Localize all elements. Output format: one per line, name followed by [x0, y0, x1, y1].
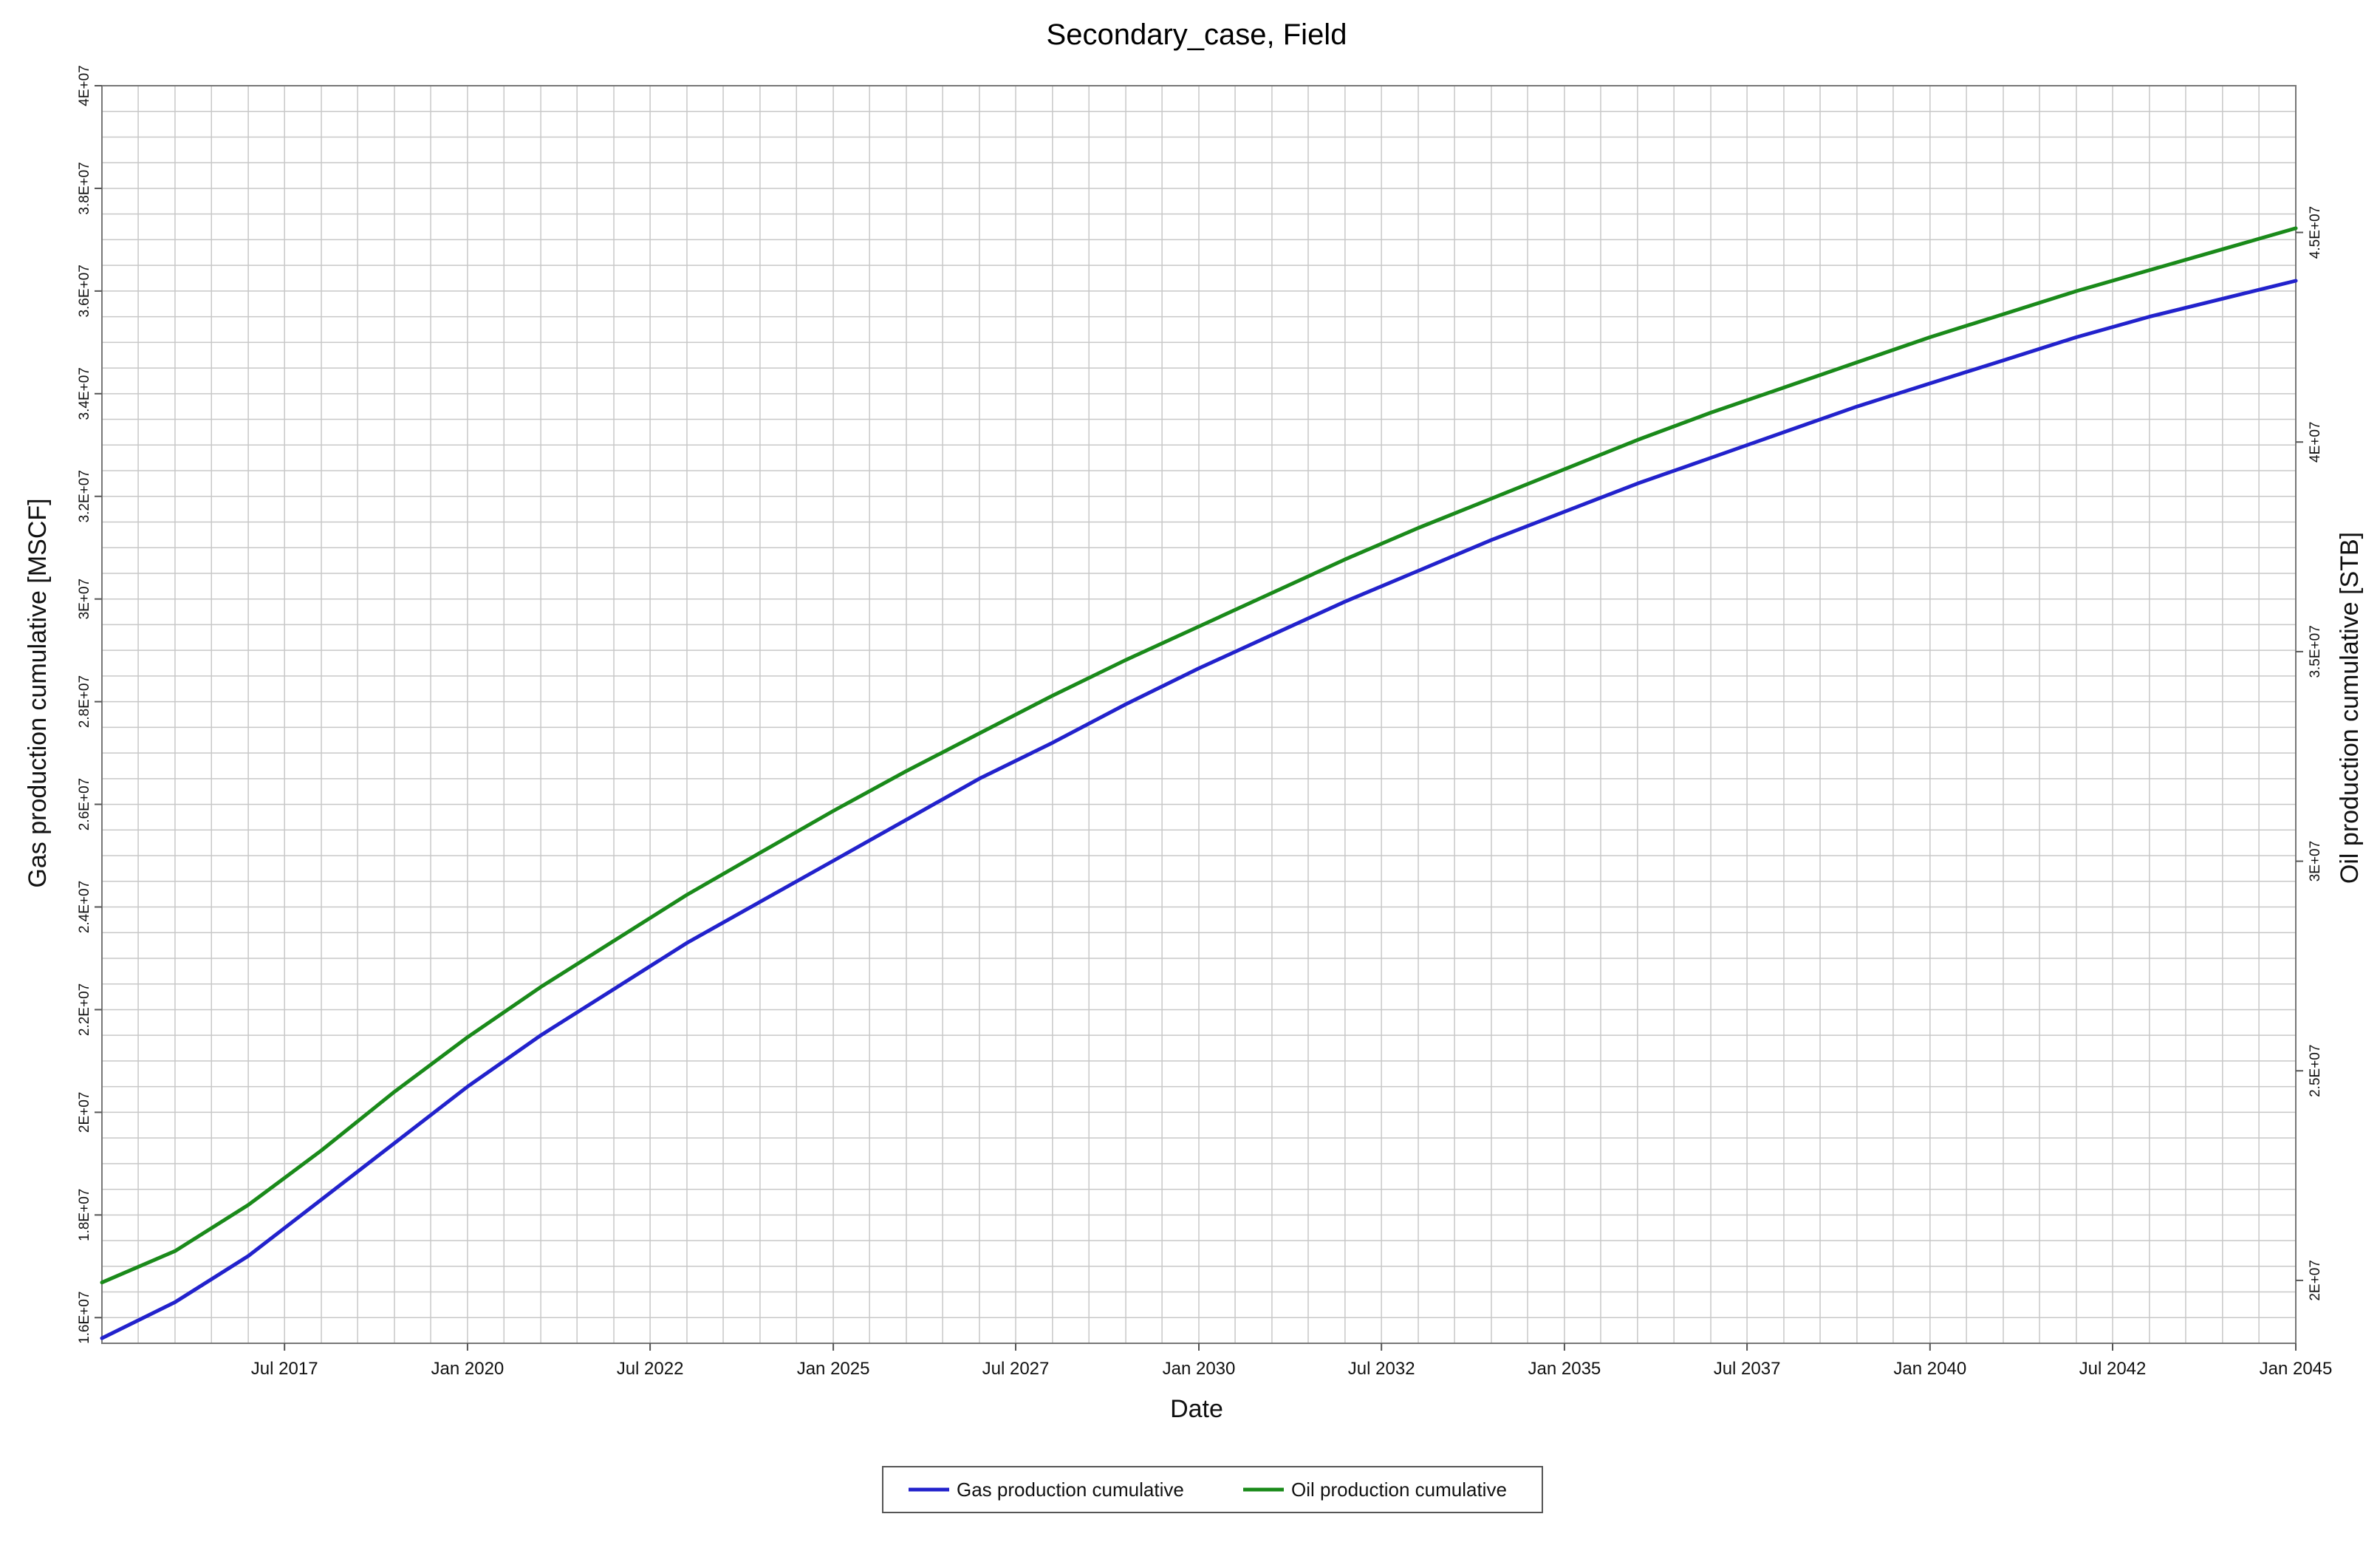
- legend-label-gas: Gas production cumulative: [957, 1479, 1184, 1501]
- y-tick-label: 3.8E+07: [77, 162, 92, 214]
- legend-box: [882, 1466, 1543, 1513]
- y2-tick-label: 3E+07: [2308, 841, 2323, 881]
- series-layer: [100, 226, 2298, 1340]
- x-tick-label: Jan 2040: [1893, 1359, 1966, 1379]
- y2-tick-label: 3.5E+07: [2308, 625, 2323, 678]
- x-tick-label: Jan 2045: [2260, 1359, 2333, 1379]
- x-tick-label: Jan 2035: [1528, 1359, 1601, 1379]
- y-tick-label: 3.6E+07: [77, 265, 92, 317]
- y-axis-title: Gas production cumulative [MSCF]: [24, 498, 52, 887]
- gas-production-line: [100, 279, 2298, 1340]
- y2-axis-title: Oil production cumulative [STB]: [2336, 532, 2364, 884]
- x-axis-title: Date: [1170, 1395, 1223, 1423]
- grid: [102, 86, 2296, 1343]
- oil-production-line: [100, 226, 2298, 1285]
- y2-tick-label: 4E+07: [2308, 421, 2323, 462]
- y-tick-label: 2.6E+07: [77, 778, 92, 831]
- y-tick-label: 4E+07: [77, 65, 92, 106]
- x-tick-label: Jul 2042: [2079, 1359, 2147, 1379]
- y-tick-label: 2E+07: [77, 1092, 92, 1133]
- axes: Jul 2017 Jan 2020 Jul 2022 Jan 2025 Jul 2027…: [77, 65, 2332, 1379]
- y-tick-label: 3E+07: [77, 579, 92, 619]
- legend: Gas production cumulative Oil production…: [882, 1466, 1543, 1513]
- y2-tick-label: 4.5E+07: [2308, 206, 2323, 259]
- y-tick-label: 1.8E+07: [77, 1189, 92, 1241]
- x-tick-label: Jul 2017: [251, 1359, 318, 1379]
- y-tick-label: 2.4E+07: [77, 881, 92, 933]
- legend-label-oil: Oil production cumulative: [1291, 1479, 1507, 1501]
- y-tick-label: 2.8E+07: [77, 675, 92, 728]
- y2-tick-label: 2.5E+07: [2308, 1045, 2323, 1097]
- x-tick-label: Jul 2027: [982, 1359, 1050, 1379]
- x-tick-label: Jul 2022: [617, 1359, 684, 1379]
- y-tick-label: 1.6E+07: [77, 1292, 92, 1344]
- x-tick-label: Jul 2037: [1714, 1359, 1781, 1379]
- y-tick-label: 2.2E+07: [77, 983, 92, 1036]
- x-tick-label: Jul 2032: [1348, 1359, 1415, 1379]
- y-tick-label: 3.4E+07: [77, 367, 92, 420]
- y-tick-label: 3.2E+07: [77, 470, 92, 522]
- x-tick-label: Jan 2030: [1163, 1359, 1236, 1379]
- x-tick-label: Jan 2020: [431, 1359, 505, 1379]
- y2-tick-label: 2E+07: [2308, 1260, 2323, 1300]
- x-tick-label: Jan 2025: [797, 1359, 870, 1379]
- chart-title: Secondary_case, Field: [1047, 18, 1347, 51]
